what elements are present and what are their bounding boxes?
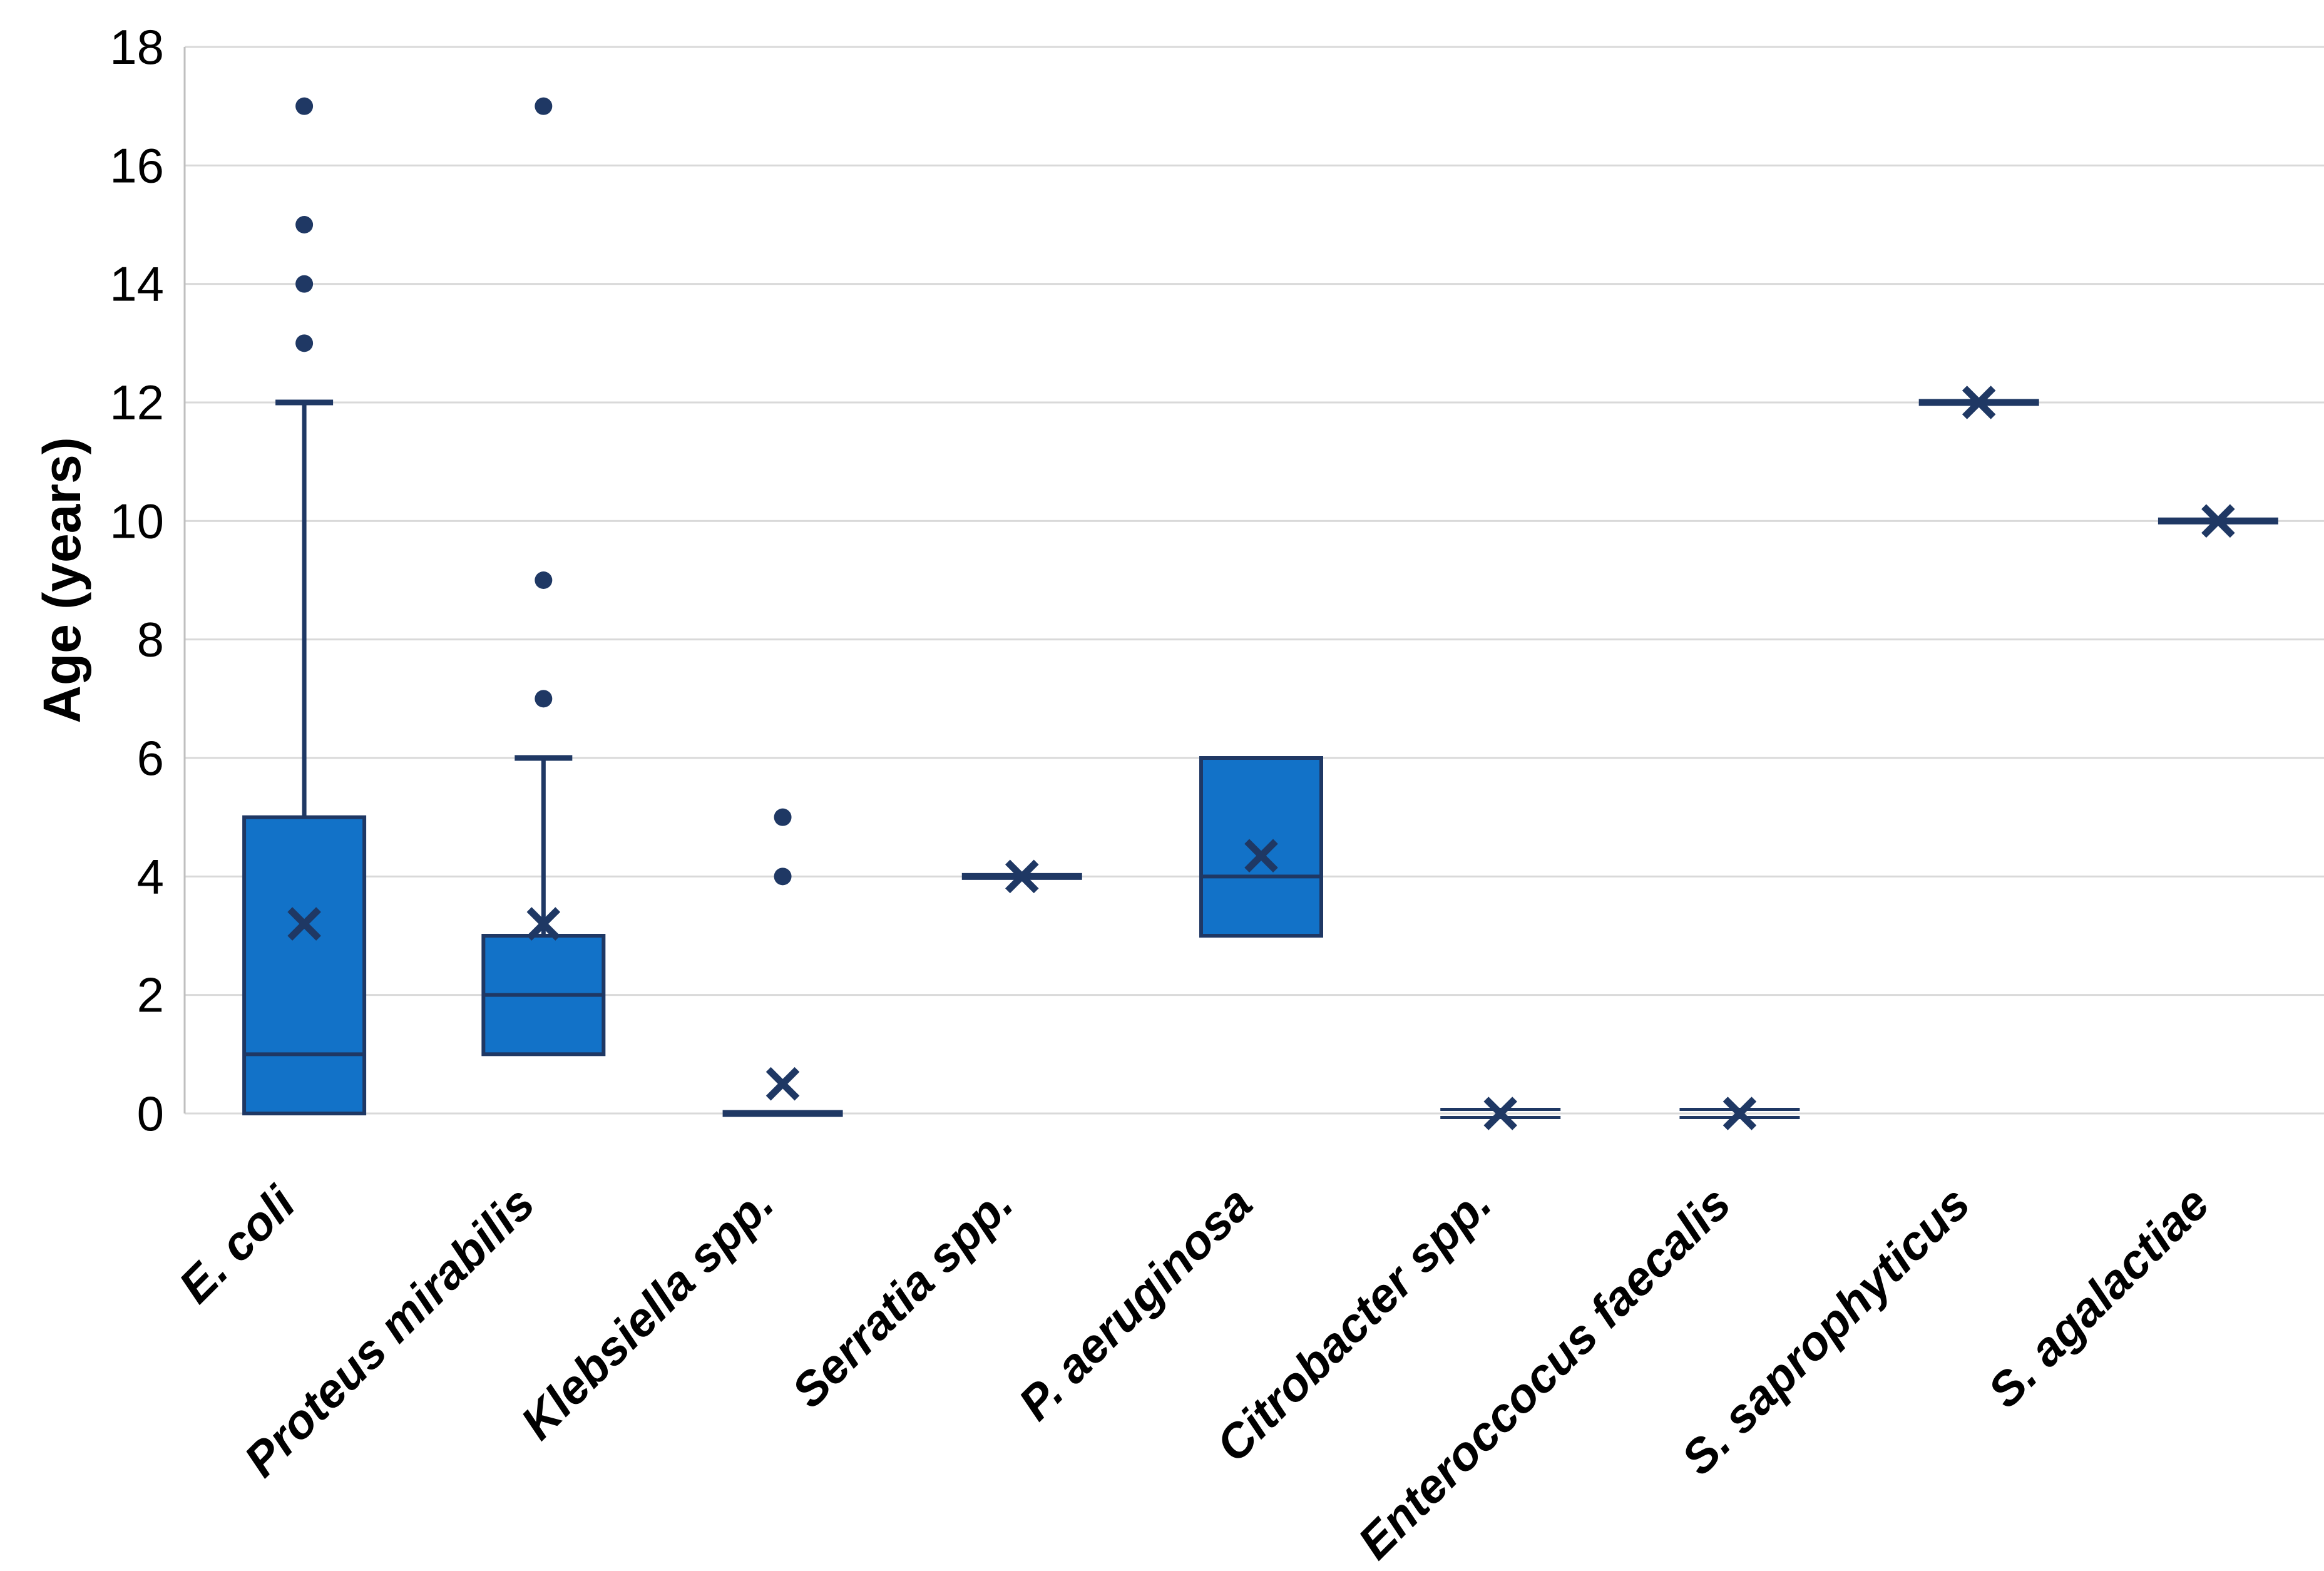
- outlier-dot: [774, 867, 792, 886]
- age-by-pathogen-boxplot: 0 2 4 6 8 10 12 14 16 18 Age (years) E. coli Proteus…: [25, 10, 2324, 1571]
- mean-x-marker: [287, 907, 321, 941]
- mean-x-marker: [1723, 1097, 1757, 1130]
- mean-x-marker: [1483, 1097, 1517, 1130]
- mean-x-marker: [526, 907, 561, 941]
- outlier-dot: [774, 808, 792, 826]
- y-axis-tick-label: 10: [110, 493, 164, 548]
- y-axis-tick-label: 2: [137, 968, 164, 1023]
- chart-background: [25, 10, 2324, 1571]
- mean-x-marker: [1962, 386, 1996, 419]
- outlier-dot: [295, 275, 314, 293]
- mean-x-marker: [765, 1067, 800, 1101]
- outlier-dot: [535, 690, 553, 708]
- outlier-dot: [535, 571, 553, 589]
- y-axis-tick-label: 14: [110, 257, 164, 312]
- mean-x-marker: [2201, 504, 2235, 538]
- y-axis-tick-label: 16: [110, 138, 164, 193]
- mean-x-marker: [1005, 859, 1039, 894]
- y-axis-title: Age (years): [33, 437, 91, 724]
- y-axis-tick-label: 4: [137, 849, 164, 904]
- y-axis-tick-label: 8: [137, 612, 164, 667]
- outlier-dot: [295, 216, 314, 233]
- outlier-dot: [295, 97, 314, 115]
- y-axis-tick-label: 6: [137, 730, 164, 786]
- y-axis-tick-label: 12: [110, 375, 164, 430]
- box-iqr: [242, 815, 367, 1115]
- box-iqr: [1199, 756, 1323, 938]
- y-axis-tick-label: 18: [110, 19, 164, 74]
- collapsed-box-line: [722, 1110, 843, 1117]
- outlier-dot: [535, 97, 553, 115]
- y-axis-tick-label: 0: [137, 1086, 164, 1141]
- outlier-dot: [295, 334, 314, 352]
- mean-x-marker: [1244, 839, 1278, 872]
